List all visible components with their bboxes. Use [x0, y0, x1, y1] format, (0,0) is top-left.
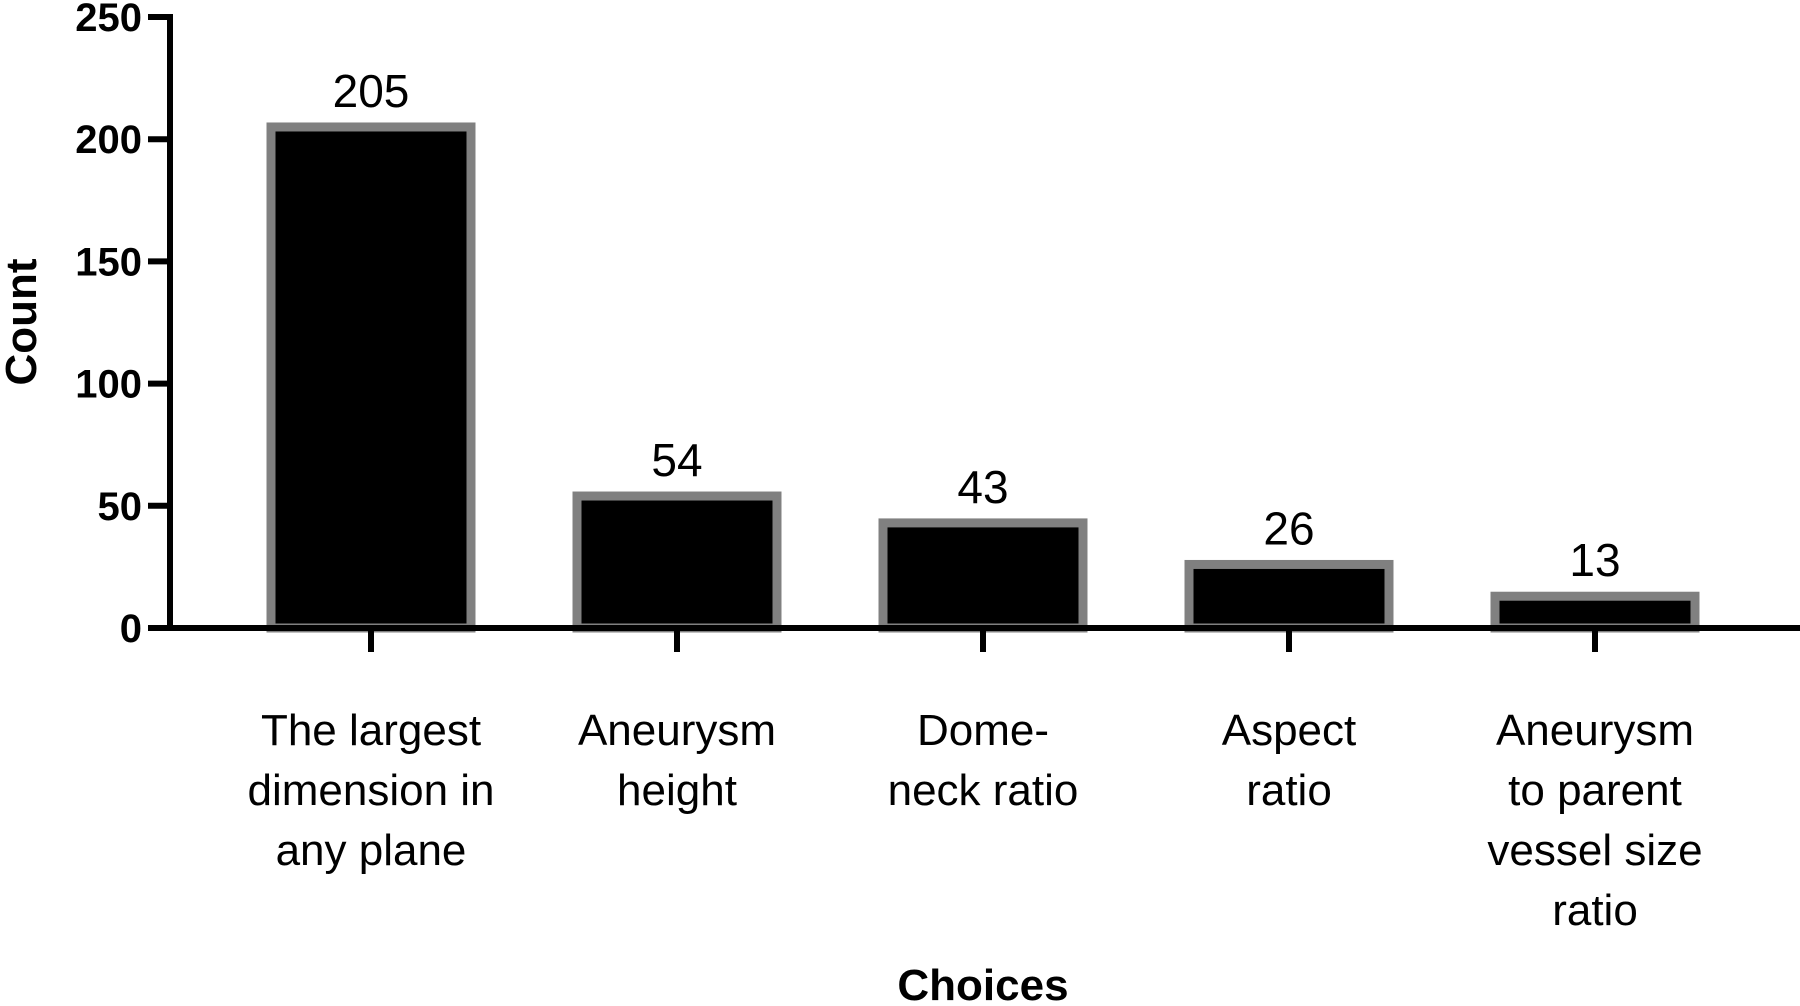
bar	[1490, 591, 1700, 633]
bar	[266, 122, 476, 633]
y-tick-label: 200	[75, 118, 142, 162]
x-axis-title: Choices	[897, 961, 1068, 1006]
y-tick-label: 0	[120, 607, 142, 651]
bar	[878, 518, 1088, 633]
data-label: 205	[333, 65, 410, 117]
x-tick-label-line: neck ratio	[888, 766, 1079, 815]
x-tick-label-line: Aneurysm	[578, 706, 776, 755]
y-tick-label: 50	[98, 485, 143, 529]
data-label: 13	[1569, 534, 1620, 586]
x-tick-label: Aneurysm to parent vessel size ratio	[1487, 706, 1702, 935]
x-tick-label-line: Dome-	[917, 706, 1049, 755]
data-label: 26	[1263, 502, 1314, 554]
bars	[266, 122, 1700, 633]
x-tick-label-line: vessel size	[1487, 826, 1702, 875]
x-tick-label-line: Aspect	[1222, 706, 1357, 755]
data-label: 43	[957, 461, 1008, 513]
y-tick-label: 100	[75, 363, 142, 407]
x-tick-label: Dome-neck ratio	[888, 706, 1079, 815]
y-tick-label: 250	[75, 0, 142, 40]
x-tick-label-line: to parent	[1508, 766, 1682, 815]
y-axis-title: Count	[0, 258, 46, 385]
y-tick-label: 150	[75, 240, 142, 284]
x-tick-label: Aneurysm height	[578, 706, 776, 815]
bar	[572, 491, 782, 633]
data-label: 54	[651, 434, 702, 486]
x-tick-label-line: Aneurysm	[1496, 706, 1694, 755]
x-tick-label-line: ratio	[1552, 886, 1638, 935]
x-tick-label-line: ratio	[1246, 766, 1332, 815]
bar	[1184, 559, 1394, 633]
x-tick-label: Aspect ratio	[1222, 706, 1357, 815]
x-tick-label-line: any plane	[276, 826, 467, 875]
x-tick-label-line: The largest	[261, 706, 481, 755]
x-tick-label: The largest dimension in any plane	[247, 706, 494, 875]
x-tick-label-line: height	[617, 766, 737, 815]
x-tick-label-line: dimension in	[247, 766, 494, 815]
axes	[148, 14, 1800, 652]
labels: 205 54 43 26 13 0 50 100 150 200 250 The largest dim…	[75, 0, 1702, 935]
